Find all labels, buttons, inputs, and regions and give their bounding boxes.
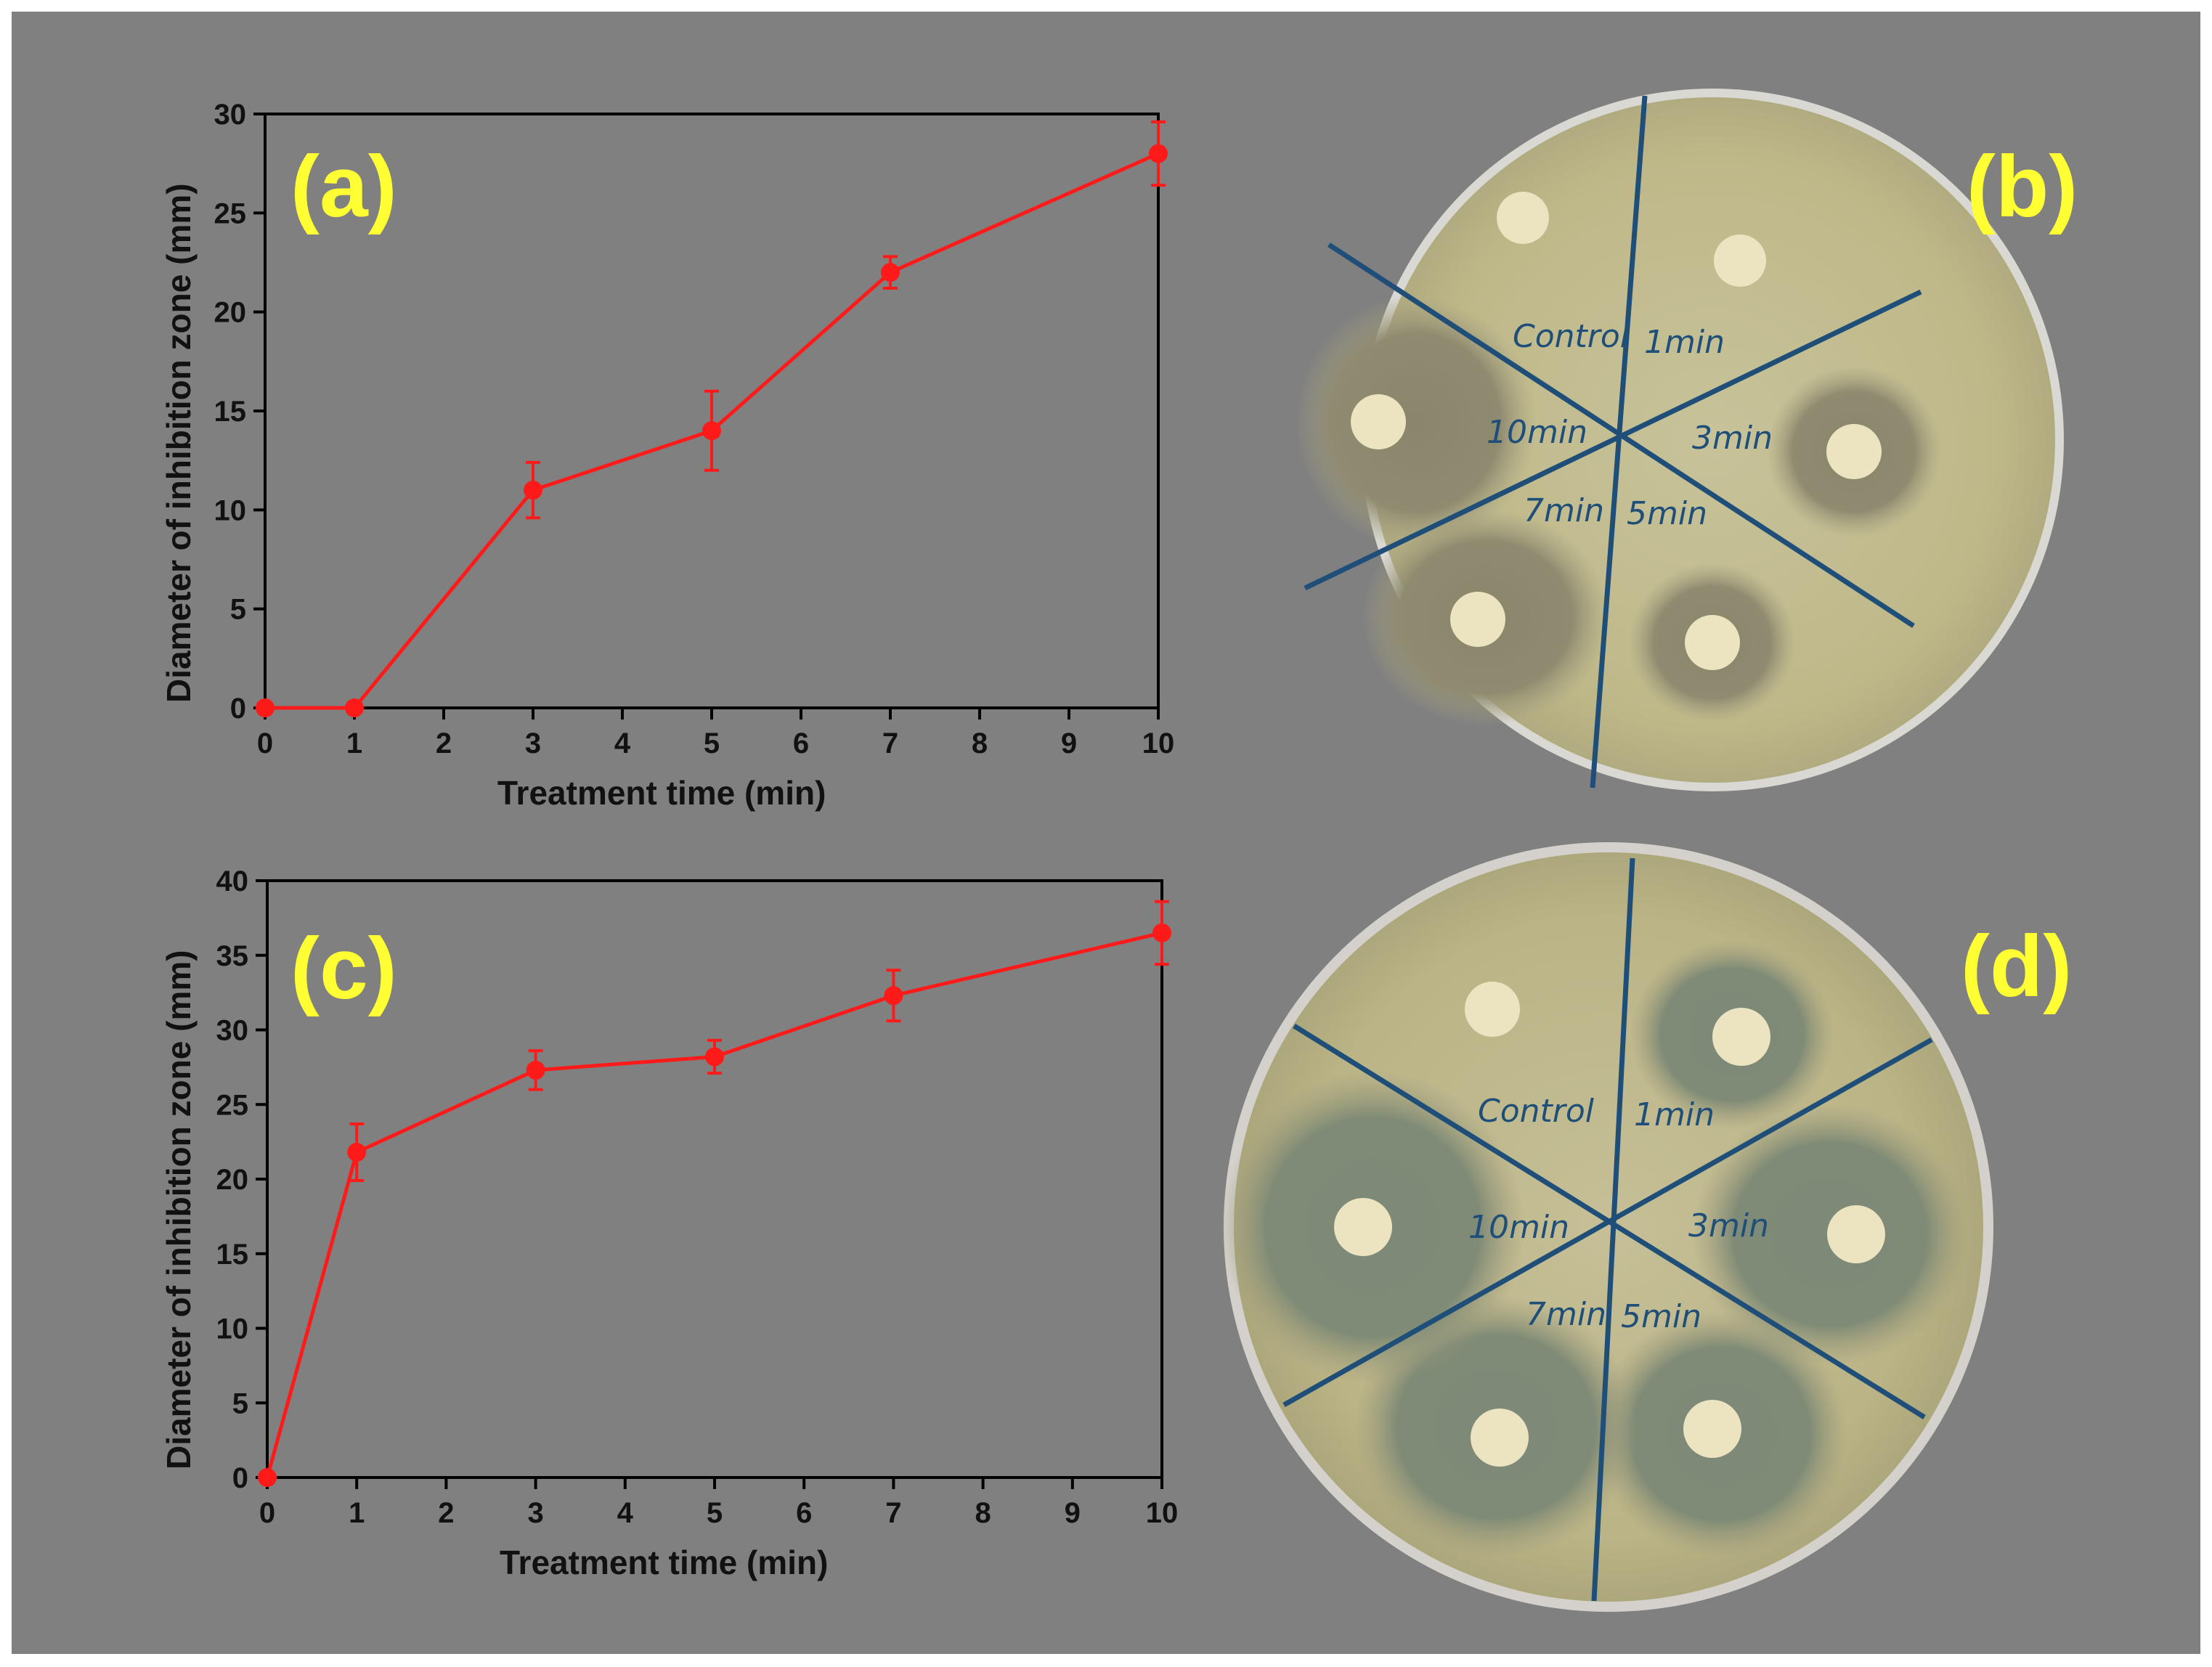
chart-c-xtick-label: 4 (617, 1497, 634, 1529)
chart-c-ytick-label: 35 (216, 940, 249, 972)
chart-a-xtick-label: 8 (972, 727, 988, 759)
chart-a-ytick-label: 15 (214, 396, 247, 428)
plate-b-label-7min: 7min (1524, 492, 1604, 529)
chart-a-xtick-label: 10 (1142, 727, 1175, 759)
chart-a-data-point (1149, 144, 1168, 163)
chart-a-ytick-label: 5 (230, 594, 246, 626)
chart-a: 0 1 2 3 4 5 6 7 8 9 10 0 5 10 15 20 25 30 Treatment time … (160, 99, 1174, 812)
disc-5min-b (1685, 615, 1740, 670)
plate-d-label-control: Control (1478, 1093, 1595, 1130)
chart-a-ytick-label: 25 (214, 197, 247, 229)
chart-a-ytick-label: 20 (214, 297, 247, 329)
chart-c-data-point (884, 986, 903, 1006)
chart-c-data-point (705, 1047, 724, 1067)
chart-c-ytick-label: 40 (216, 865, 249, 897)
chart-c-ytick-label: 0 (232, 1462, 248, 1494)
chart-a-xlabel: Treatment time (min) (497, 774, 826, 812)
petri-dish-d: Control 1min 3min 5min 7min 10min (d) (1220, 842, 2072, 1612)
disc-1min-b (1714, 235, 1766, 287)
chart-a-xtick-label: 1 (346, 727, 362, 759)
chart-a-data-point (524, 481, 542, 500)
chart-c-xtick-label: 3 (527, 1497, 543, 1529)
chart-c-ytick-label: 15 (216, 1239, 249, 1271)
chart-c-ytick-label: 30 (216, 1015, 249, 1047)
chart-c-data-point (526, 1060, 545, 1080)
chart-c-xtick-label: 2 (438, 1497, 454, 1529)
plate-b-label-3min: 3min (1692, 420, 1773, 457)
chart-a-data-point (345, 698, 364, 717)
chart-c-xtick-label: 0 (259, 1497, 275, 1529)
chart-c-ytick-label: 20 (216, 1164, 249, 1196)
marker-lines-b (1304, 95, 1922, 788)
chart-a-xtick-label: 7 (882, 727, 898, 759)
chart-a-xtick-label: 5 (704, 727, 720, 759)
plate-d-label-1min: 1min (1634, 1096, 1715, 1133)
disc-7min-d (1471, 1409, 1529, 1467)
chart-c-data-point (258, 1468, 277, 1487)
discs-b (1351, 192, 1882, 670)
chart-c-xlabel: Treatment time (min) (500, 1544, 828, 1581)
panel-label-a: (a) (290, 138, 397, 235)
chart-c-series-line (265, 931, 1163, 1478)
plate-b-label-1min: 1min (1644, 324, 1725, 361)
zone-10min-b (1296, 296, 1536, 550)
marker-lines-d (1282, 857, 1933, 1602)
disc-3min-d (1827, 1205, 1885, 1263)
chart-c-ytick-label: 10 (216, 1313, 249, 1345)
chart-c-xtick-label: 1 (349, 1497, 365, 1529)
plate-d-label-3min: 3min (1688, 1207, 1769, 1244)
chart-c-xtick-label: 5 (707, 1497, 723, 1529)
chart-a-xtick-label: 0 (257, 727, 273, 759)
chart-a-ytick-label: 10 (214, 494, 247, 526)
chart-a-xtick-label: 2 (436, 727, 452, 759)
panel-label-b: (b) (1967, 138, 2078, 235)
petri-dish-b: Control 1min 3min 5min 7min 10min (b) (1296, 89, 2078, 791)
chart-c: 0 1 2 3 4 5 6 7 8 9 10 0 5 10 15 20 25 30 35 40 Treatment t… (160, 865, 1178, 1581)
chart-c-data-point (347, 1143, 367, 1162)
plate-d-label-7min: 7min (1526, 1296, 1606, 1333)
chart-c-xtick-label: 10 (1146, 1497, 1179, 1529)
disc-10min-d (1334, 1198, 1392, 1256)
disc-3min-b (1826, 424, 1882, 479)
chart-c-xtick-label: 7 (885, 1497, 901, 1529)
disc-10min-b (1351, 394, 1406, 449)
disc-5min-d (1683, 1400, 1741, 1458)
panel-label-d: (d) (1961, 918, 2072, 1015)
chart-c-data-point (1152, 923, 1171, 942)
chart-a-series-line (265, 152, 1160, 710)
chart-a-xtick-label: 3 (525, 727, 541, 759)
chart-c-ylabel: Diameter of inhibition zone (mm) (160, 950, 198, 1470)
plate-b-label-10min: 10min (1487, 414, 1587, 451)
chart-a-ytick-label: 30 (214, 99, 247, 131)
chart-c-xtick-label: 8 (975, 1497, 991, 1529)
chart-a-data-point (256, 698, 275, 717)
chart-a-xtick-label: 9 (1061, 727, 1077, 759)
panel-label-c: (c) (290, 920, 397, 1017)
plate-d-label-5min: 5min (1621, 1298, 1701, 1335)
plate-d-label-10min: 10min (1468, 1209, 1569, 1246)
plate-b-label-control: Control (1513, 318, 1630, 355)
chart-a-xtick-label: 6 (793, 727, 809, 759)
chart-a-ylabel: Diameter of inhibition zone (mm) (160, 183, 198, 703)
disc-1min-d (1712, 1008, 1770, 1066)
chart-c-ytick-label: 25 (216, 1089, 249, 1121)
disc-7min-b (1450, 592, 1505, 647)
disc-control-b (1497, 192, 1549, 244)
chart-a-xtick-label: 4 (614, 727, 631, 759)
chart-a-data-point (702, 421, 721, 441)
plate-b-label-5min: 5min (1627, 495, 1707, 532)
chart-c-xtick-label: 6 (796, 1497, 812, 1529)
chart-a-ytick-label: 0 (230, 693, 246, 725)
chart-a-data-point (881, 263, 900, 282)
discs-d (1334, 982, 1885, 1467)
chart-c-ytick-label: 5 (232, 1387, 248, 1419)
disc-control-d (1465, 982, 1520, 1037)
chart-c-xtick-label: 9 (1065, 1497, 1081, 1529)
